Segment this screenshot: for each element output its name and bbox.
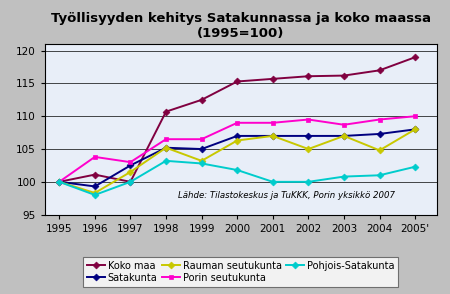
Pohjois-Satakunta [92, 193, 98, 197]
Title: Työllisyyden kehitys Satakunnassa ja koko maassa
(1995=100): Työllisyyden kehitys Satakunnassa ja kok… [51, 12, 431, 40]
Satakunta [413, 128, 418, 131]
Koko maa [413, 56, 418, 59]
Porin seutukunta [57, 180, 62, 183]
Koko maa [377, 69, 382, 72]
Porin seutukunta [163, 137, 169, 141]
Satakunta [341, 134, 346, 138]
Line: Koko maa: Koko maa [57, 55, 418, 184]
Rauman seutukunta [92, 191, 98, 195]
Porin seutukunta [377, 118, 382, 121]
Koko maa [234, 80, 240, 83]
Porin seutukunta [413, 114, 418, 118]
Satakunta [377, 132, 382, 136]
Koko maa [199, 98, 204, 102]
Pohjois-Satakunta [199, 162, 204, 165]
Satakunta [163, 146, 169, 149]
Pohjois-Satakunta [413, 165, 418, 168]
Porin seutukunta [92, 155, 98, 159]
Satakunta [306, 134, 311, 138]
Satakunta [128, 164, 133, 167]
Koko maa [341, 74, 346, 77]
Satakunta [270, 134, 275, 138]
Satakunta [92, 185, 98, 188]
Porin seutukunta [341, 123, 346, 126]
Line: Pohjois-Satakunta: Pohjois-Satakunta [57, 158, 418, 197]
Pohjois-Satakunta [377, 173, 382, 177]
Rauman seutukunta [234, 139, 240, 142]
Line: Porin seutukunta: Porin seutukunta [57, 114, 418, 184]
Pohjois-Satakunta [341, 175, 346, 178]
Porin seutukunta [234, 121, 240, 125]
Porin seutukunta [199, 137, 204, 141]
Porin seutukunta [306, 118, 311, 121]
Line: Satakunta: Satakunta [57, 127, 418, 189]
Rauman seutukunta [270, 134, 275, 138]
Pohjois-Satakunta [57, 180, 62, 183]
Koko maa [128, 180, 133, 183]
Koko maa [306, 74, 311, 78]
Pohjois-Satakunta [128, 180, 133, 183]
Rauman seutukunta [413, 128, 418, 131]
Rauman seutukunta [57, 180, 62, 183]
Satakunta [57, 180, 62, 183]
Koko maa [163, 110, 169, 113]
Rauman seutukunta [377, 148, 382, 152]
Pohjois-Satakunta [234, 168, 240, 172]
Porin seutukunta [270, 121, 275, 125]
Rauman seutukunta [128, 170, 133, 174]
Rauman seutukunta [306, 147, 311, 151]
Koko maa [57, 180, 62, 183]
Satakunta [234, 134, 240, 138]
Rauman seutukunta [199, 159, 204, 163]
Text: Lähde: Tilastokeskus ja TuKKK, Porin yksikkö 2007: Lähde: Tilastokeskus ja TuKKK, Porin yks… [178, 191, 395, 200]
Koko maa [270, 77, 275, 81]
Line: Rauman seutukunta: Rauman seutukunta [57, 127, 418, 196]
Satakunta [199, 147, 204, 151]
Rauman seutukunta [163, 146, 169, 149]
Pohjois-Satakunta [163, 159, 169, 163]
Pohjois-Satakunta [306, 180, 311, 183]
Porin seutukunta [128, 161, 133, 164]
Legend: Koko maa, Satakunta, Rauman seutukunta, Porin seutukunta, Pohjois-Satakunta: Koko maa, Satakunta, Rauman seutukunta, … [83, 257, 398, 287]
Koko maa [92, 173, 98, 176]
Pohjois-Satakunta [270, 180, 275, 183]
Rauman seutukunta [341, 134, 346, 138]
